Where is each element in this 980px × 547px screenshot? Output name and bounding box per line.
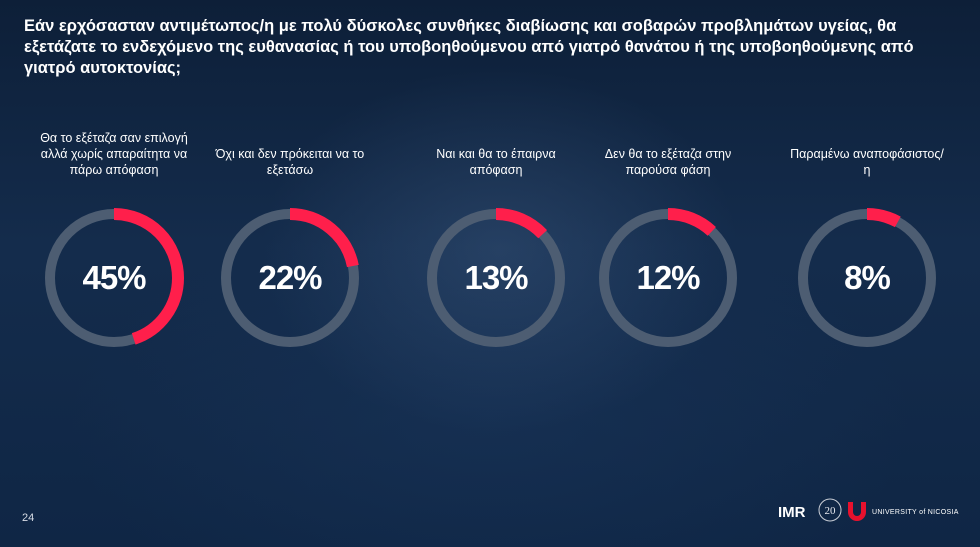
value-label: 12% [636, 259, 700, 296]
category-label-box: Όχι και δεν πρόκειται να το εξετάσω [210, 112, 370, 178]
value-label: 45% [82, 259, 146, 296]
category-label: Παραμένω αναποφάσιστος/η [790, 147, 944, 177]
category-label-box: Παραμένω αναποφάσιστος/η [787, 112, 947, 178]
question-title: Εάν ερχόσασταν αντιμέτωπος/η με πολύ δύσ… [24, 17, 914, 77]
category-label-box: Ναι και θα το έπαιρνα απόφαση [416, 112, 576, 178]
value-label: 8% [844, 259, 891, 296]
donut-ring [797, 208, 937, 348]
page-number: 24 [22, 512, 35, 524]
category-label-box: Θα το εξέταζα σαν επιλογή αλλά χωρίς απα… [34, 112, 194, 178]
donut-ring [220, 208, 360, 348]
donut-value-arc [220, 208, 360, 348]
university-logo-mark [848, 502, 866, 521]
donut-value-arc [44, 208, 184, 348]
imr-logo: IMR [778, 504, 806, 521]
value-label: 13% [464, 259, 528, 296]
value-label: 22% [258, 259, 322, 296]
anniversary-seal: 20 [818, 498, 842, 522]
donut-value-arc [598, 208, 738, 348]
donut-ring [44, 208, 184, 348]
donut-ring [426, 208, 566, 348]
category-label: Δεν θα το εξέταζα στην παρούσα φάση [604, 147, 732, 177]
donut-ring [598, 208, 738, 348]
category-label-box: Δεν θα το εξέταζα στην παρούσα φάση [588, 112, 748, 178]
donut-value-arc [426, 208, 566, 348]
category-label: Όχι και δεν πρόκειται να το εξετάσω [215, 147, 365, 177]
donut-value-arc [797, 208, 937, 348]
logos: IMR 20 UNIVERSITY of NICOSIA [778, 498, 959, 522]
category-label: Θα το εξέταζα σαν επιλογή αλλά χωρίς απα… [40, 131, 188, 177]
category-label: Ναι και θα το έπαιρνα απόφαση [436, 147, 556, 177]
university-logo-text: UNIVERSITY of NICOSIA [872, 509, 959, 516]
anniversary-number: 20 [825, 505, 837, 517]
